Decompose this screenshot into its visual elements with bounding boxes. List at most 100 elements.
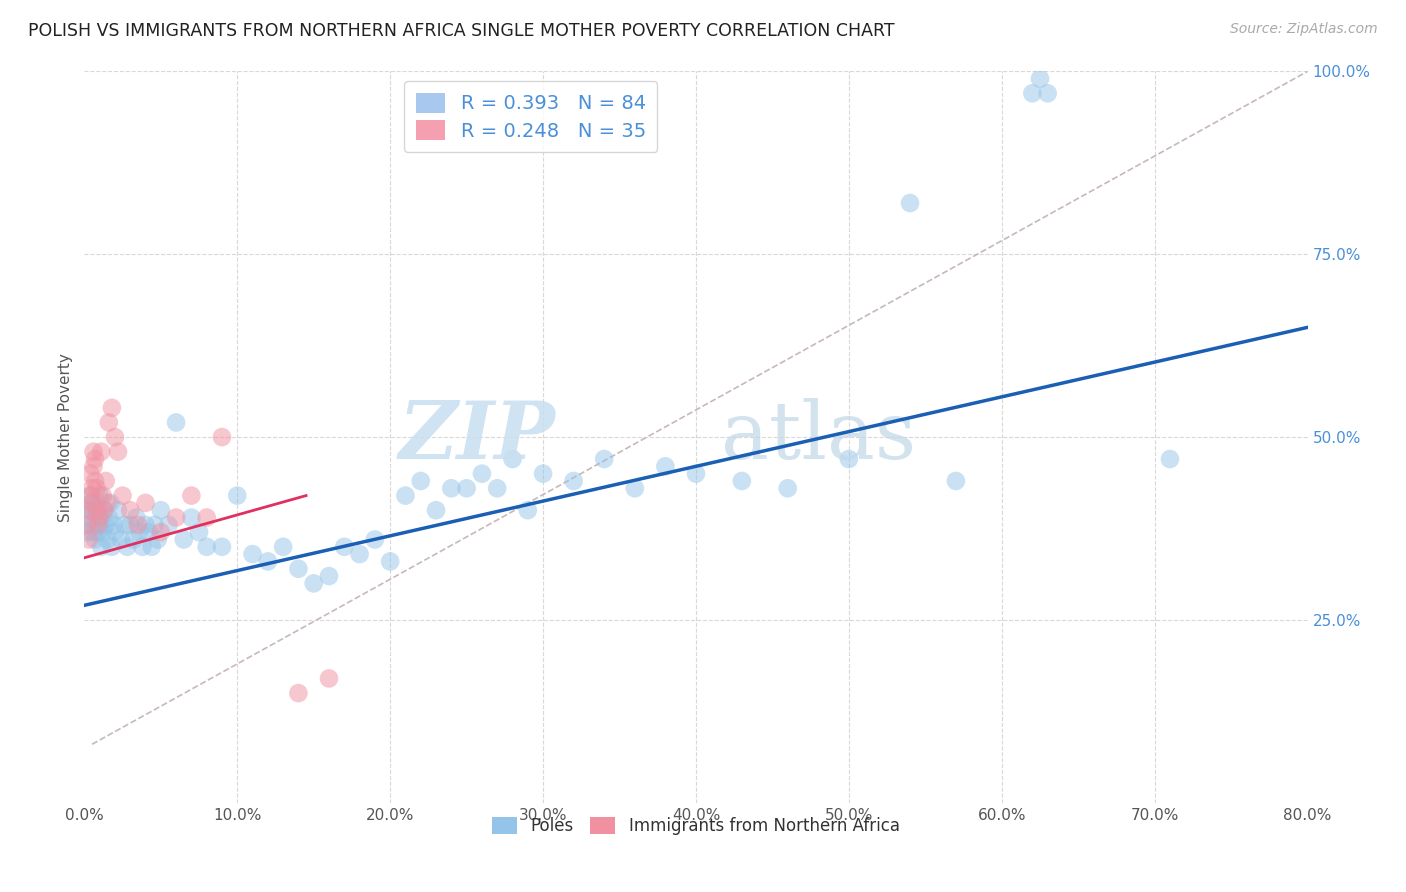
Point [165, 510, 187, 524]
Point [90, 510, 112, 524]
Point [77, 503, 100, 517]
Point [107, 503, 129, 517]
Point [115, 540, 138, 554]
Point [271, 540, 294, 554]
Point [122, 533, 145, 547]
Point [440, 481, 463, 495]
Point [76, 525, 98, 540]
Point [149, 525, 172, 540]
Point [128, 525, 150, 540]
Point [318, 672, 340, 686]
Point [173, 533, 195, 547]
Y-axis label: Single Mother Poverty: Single Mother Poverty [58, 352, 73, 522]
Point [287, 562, 309, 576]
Point [120, 503, 142, 517]
Point [94, 474, 117, 488]
Point [107, 444, 129, 458]
Point [80, 481, 103, 495]
Point [84, 474, 107, 488]
Point [83, 503, 105, 517]
Point [380, 554, 402, 568]
Point [456, 481, 478, 495]
Point [80, 496, 103, 510]
Point [731, 474, 754, 488]
Point [165, 416, 187, 430]
Point [104, 430, 127, 444]
Point [131, 540, 153, 554]
Point [188, 525, 211, 540]
Point [180, 510, 202, 524]
Point [83, 444, 105, 458]
Point [104, 525, 127, 540]
Point [89, 510, 111, 524]
Point [125, 510, 148, 524]
Point [94, 517, 117, 532]
Point [624, 481, 647, 495]
Point [195, 510, 218, 524]
Point [257, 554, 280, 568]
Point [349, 547, 371, 561]
Point [80, 496, 103, 510]
Point [333, 540, 356, 554]
Point [87, 525, 110, 540]
Point [103, 517, 125, 532]
Point [79, 503, 101, 517]
Text: atlas: atlas [721, 398, 915, 476]
Point [685, 467, 707, 481]
Point [898, 196, 921, 211]
Text: ZIP: ZIP [398, 399, 555, 475]
Point [79, 467, 101, 481]
Point [93, 503, 115, 517]
Point [87, 517, 110, 532]
Point [77, 510, 100, 524]
Point [141, 540, 163, 554]
Text: Source: ZipAtlas.com: Source: ZipAtlas.com [1230, 22, 1378, 37]
Point [654, 459, 676, 474]
Point [86, 496, 108, 510]
Point [97, 416, 120, 430]
Point [1021, 87, 1043, 101]
Point [79, 489, 101, 503]
Point [101, 540, 124, 554]
Point [776, 481, 799, 495]
Point [76, 517, 98, 532]
Point [1159, 452, 1181, 467]
Point [77, 533, 100, 547]
Point [471, 467, 494, 481]
Point [98, 496, 121, 510]
Point [83, 459, 105, 474]
Point [486, 481, 509, 495]
Point [945, 474, 967, 488]
Point [409, 474, 432, 488]
Point [242, 547, 264, 561]
Point [101, 401, 124, 415]
Point [86, 503, 108, 517]
Point [97, 510, 120, 524]
Point [211, 430, 233, 444]
Point [84, 533, 107, 547]
Point [83, 525, 105, 540]
Point [91, 525, 114, 540]
Point [96, 533, 118, 547]
Point [1036, 87, 1059, 101]
Point [112, 517, 135, 532]
Point [135, 517, 157, 532]
Point [84, 517, 107, 532]
Point [516, 503, 538, 517]
Point [96, 496, 118, 510]
Point [79, 489, 101, 503]
Point [425, 503, 447, 517]
Point [562, 474, 585, 488]
Point [593, 452, 616, 467]
Point [318, 569, 340, 583]
Point [287, 686, 309, 700]
Point [86, 481, 108, 495]
Point [394, 489, 416, 503]
Point [180, 489, 202, 503]
Point [87, 503, 110, 517]
Point [90, 540, 112, 554]
Text: POLISH VS IMMIGRANTS FROM NORTHERN AFRICA SINGLE MOTHER POVERTY CORRELATION CHAR: POLISH VS IMMIGRANTS FROM NORTHERN AFRIC… [28, 22, 894, 40]
Point [110, 533, 132, 547]
Point [157, 517, 180, 532]
Point [89, 517, 111, 532]
